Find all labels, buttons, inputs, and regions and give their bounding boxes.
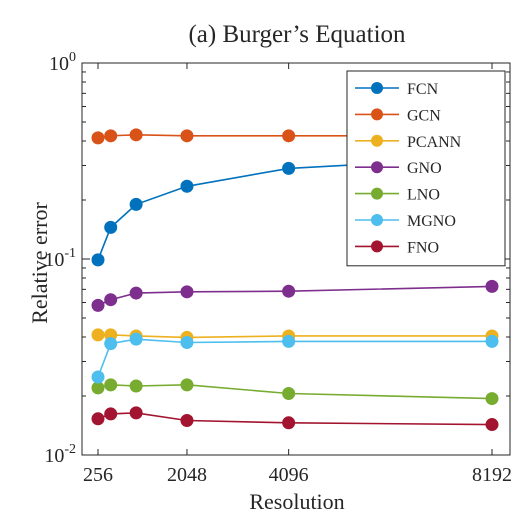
data-point — [282, 334, 296, 348]
data-point — [91, 253, 105, 267]
data-point — [129, 379, 143, 393]
series-line — [97, 338, 492, 378]
data-point — [91, 412, 105, 426]
data-point — [180, 413, 194, 427]
legend-marker — [371, 214, 383, 226]
chart-title: (a) Burger’s Equation — [188, 21, 406, 48]
series-gno — [91, 279, 499, 312]
legend-label: GCN — [407, 107, 441, 124]
legend-label: PCANN — [407, 134, 462, 151]
series-fcn — [91, 150, 499, 267]
data-point — [485, 334, 499, 348]
data-point — [282, 386, 296, 400]
data-point — [129, 128, 143, 142]
y-tick-label: 10-2 — [44, 442, 76, 467]
data-point — [91, 370, 105, 384]
data-point — [91, 131, 105, 145]
data-point — [485, 392, 499, 406]
series-line — [97, 285, 493, 307]
data-point — [104, 407, 118, 421]
data-point — [180, 378, 194, 392]
y-axis-label: Relative error — [27, 202, 52, 324]
x-tick-label: 4096 — [269, 464, 309, 486]
legend-marker — [371, 108, 383, 121]
data-point — [91, 328, 105, 342]
data-point — [485, 279, 499, 293]
data-point — [282, 161, 296, 175]
legend-marker — [371, 187, 383, 200]
data-point — [129, 286, 143, 300]
data-point — [129, 406, 143, 420]
data-point — [104, 337, 118, 351]
legend-label: MGNO — [407, 213, 456, 230]
legend-label: FCN — [407, 81, 439, 98]
legend-item-fcn: FCN — [355, 81, 439, 98]
legend-item-lno: LNO — [355, 187, 440, 204]
data-point — [104, 220, 118, 234]
data-point — [129, 332, 143, 346]
legend-label: GNO — [407, 160, 442, 177]
legend-item-mgno: MGNO — [355, 213, 456, 230]
series-fno — [91, 406, 499, 432]
legend-marker — [371, 161, 383, 174]
legend: FCN GCN PCANN GNO LNO MGNO FNO — [346, 70, 506, 267]
y-tick-label: 10-1 — [44, 246, 76, 271]
series-lno — [91, 378, 499, 406]
legend-item-gcn: GCN — [355, 107, 441, 124]
x-tick-label: 8192 — [472, 464, 512, 486]
legend-item-fno: FNO — [355, 239, 439, 256]
legend-label: FNO — [407, 239, 439, 256]
series-line — [97, 383, 493, 400]
x-tick-label: 2048 — [167, 464, 207, 486]
x-tick-label: 256 — [83, 464, 113, 486]
data-point — [129, 197, 143, 211]
data-point — [282, 416, 296, 430]
legend-marker — [371, 134, 383, 147]
data-point — [282, 129, 296, 143]
data-point — [485, 418, 499, 432]
data-point — [180, 335, 194, 349]
plot-area: 10-2 10-1 100 256 2048 4096 8192 FCN GCN PCANN GNO… — [44, 50, 512, 486]
data-point — [180, 285, 194, 299]
legend-marker — [371, 240, 383, 253]
legend-label: LNO — [407, 187, 440, 204]
y-tick-label: 100 — [49, 50, 76, 75]
data-point — [91, 381, 105, 395]
series-gcn — [91, 128, 499, 145]
data-point — [104, 293, 118, 307]
data-point — [282, 284, 296, 298]
data-point — [104, 378, 118, 392]
data-point — [91, 298, 105, 312]
legend-item-gno: GNO — [355, 160, 442, 177]
legend-marker — [371, 82, 383, 94]
x-axis-label: Resolution — [249, 489, 344, 514]
data-point — [104, 129, 118, 143]
series-mgno — [91, 332, 499, 384]
legend-item-pcann: PCANN — [355, 134, 462, 151]
data-point — [180, 179, 194, 193]
data-point — [180, 129, 194, 143]
